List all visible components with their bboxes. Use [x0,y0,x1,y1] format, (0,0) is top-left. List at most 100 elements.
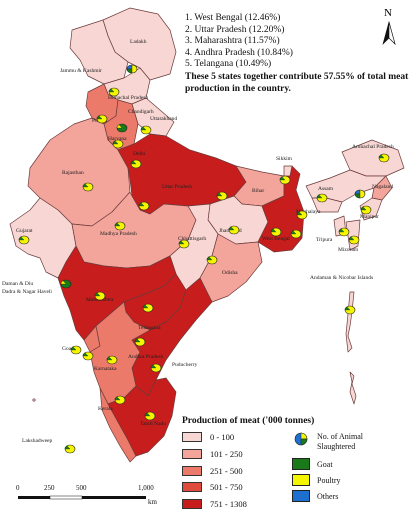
legend-class-2: 101 - 250 [182,449,243,459]
legend-swatch [292,474,310,486]
scale-unit: km [148,498,157,506]
top-state-3: 3. Maharashtra (11.57%) [185,36,280,47]
pie-symbol [290,229,302,239]
legend-swatch [182,432,202,442]
scale-tick: 1,000 [138,484,154,492]
scale-tick: 250 [44,484,55,492]
state-label-ladakh: Ladakh [130,39,147,45]
pie-symbol [178,239,190,249]
pie-symbol [378,153,390,163]
pie-symbol [82,182,94,192]
pie-symbol [114,221,126,231]
legend-swatch [182,466,202,476]
pie-symbol [96,114,108,124]
pie-symbol [134,337,146,347]
pie-symbol [216,191,228,201]
pie-symbol [316,193,328,203]
pie-symbol [82,351,94,361]
island-andaman [345,291,355,353]
legend-swatch [182,482,202,492]
state-uttarakhand [131,97,175,137]
scale-bar-labels: 0 250 500 1,000 km [16,484,158,507]
state-label-nagaland: Nagaland [372,184,393,190]
state-label-arunachal: Arunachal Pradesh [352,144,394,150]
state-label-andaman: Andaman & Nicobar Islands [310,275,373,281]
pie-symbol [138,201,150,211]
pie-symbol [279,175,291,185]
legend-class-label: 751 - 1308 [210,499,247,509]
top-state-1: 1. West Bengal (12.46%) [185,13,281,23]
pie-symbol [126,64,138,74]
state-label-odisha: Odisha [222,270,238,276]
state-label-assam: Assam [318,186,334,192]
scale-bar [18,495,146,500]
state-label-daman: Daman & Diu [2,281,33,287]
state-label-karnataka: Karnataka [94,366,117,372]
pie-symbol-icon [294,432,308,446]
north-arrow: N [382,7,396,46]
state-label-chandigarh: Chandigarh [128,109,154,115]
state-label-tn: Tamil Nadu [140,421,166,427]
state-label-manipur: Manipur [360,214,379,220]
svg-text:N: N [384,7,392,19]
scale-tick: 0 [16,484,20,492]
pie-symbol [142,303,154,313]
top-states-note: These 5 states together contribute 57.55… [185,71,409,94]
pie-symbol [112,139,124,149]
pie-symbol [338,227,350,237]
pie-symbol [270,227,282,237]
state-nagaland [371,175,393,201]
state-label-uk: Uttarakhand [150,116,177,122]
pie-symbol [108,87,120,97]
pie-symbol [344,305,356,315]
state-label-goa: Goa [62,346,72,352]
legend-class-4: 501 - 750 [182,482,243,492]
pie-symbol [150,363,162,373]
scale-tick: 500 [76,484,87,492]
state-label-puducherry: Puducherry [172,362,198,368]
state-label-meghalaya: Meghalaya [296,209,321,215]
state-sikkim [283,165,293,177]
legend-class-1: 0 - 100 [182,432,234,442]
state-label-rajasthan: Rajasthan [62,170,84,176]
pie-symbol [348,235,360,245]
pie-symbol [64,444,76,454]
state-label-telangana: Telangana [138,325,161,331]
state-mizoram [345,219,361,251]
top-state-2: 2. Uttar Pradesh (12.20%) [185,24,285,35]
legend-animal-title: No. of Animal Slaughtered [292,432,402,452]
legend-swatch [292,490,310,502]
pie-symbol [18,235,30,245]
state-label-bihar: Bihar [252,188,264,194]
state-label-wb: West Bengal [262,236,290,242]
legend-swatch [182,499,202,509]
state-label-mizoram: Mizoram [338,247,359,253]
island-lakshadweep [32,398,36,402]
legend-class-label: 0 - 100 [210,432,235,442]
island-nicobar [349,371,357,405]
top-state-5: 5. Telangana (10.49%) [185,59,272,70]
state-label-hp: Himachal Pradesh [108,95,148,101]
state-label-haryana: Haryana [108,136,127,142]
pie-symbol [228,225,240,235]
state-label-ap: Andhra Pradesh [128,354,164,360]
top-state-4: 4. Andhra Pradesh (10.84%) [185,47,293,58]
state-label-delhi: Delhi [133,151,146,157]
legend-class-label: 251 - 500 [210,466,243,476]
legend-goat: Goat [292,458,333,470]
state-label-gujarat: Gujarat [16,228,33,234]
pie-symbol [360,205,372,215]
top-states-list: 1. West Bengal (12.46%) 2. Uttar Pradesh… [185,13,410,95]
legend-title: Production of meat ('000 tonnes) [182,416,315,426]
pie-symbol [144,411,156,421]
pie-symbol [206,255,218,265]
pie-symbol [116,123,128,133]
legend-others: Others [292,490,338,502]
state-label-tripura: Tripura [316,237,333,243]
state-label-sikkim: Sikkim [276,156,293,162]
legend-poultry: Poultry [292,474,341,486]
state-label-chhattisgarh: Chhattisgarh [178,236,206,242]
state-label-lakshadweep: Lakshadweep [22,438,52,444]
